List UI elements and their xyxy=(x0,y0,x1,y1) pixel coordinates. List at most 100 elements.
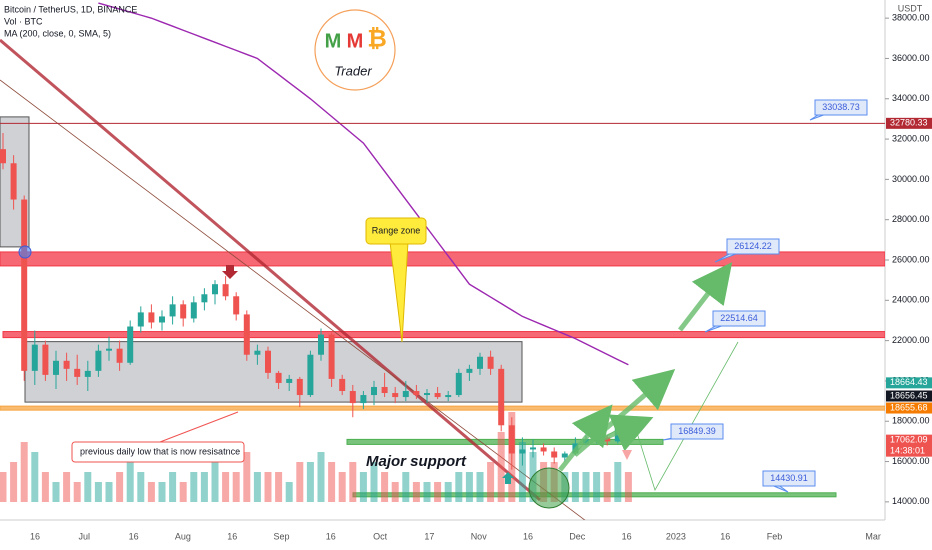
volume-bar xyxy=(275,472,283,502)
note-label: previous daily low that is now resisatnc… xyxy=(80,446,240,456)
volume-bar xyxy=(31,452,39,502)
x-tick-label: 17 xyxy=(424,531,434,541)
volume-bar xyxy=(381,472,389,502)
candle-body xyxy=(212,284,218,295)
candle-body xyxy=(392,393,399,398)
volume-bar xyxy=(211,462,219,502)
volume-bar xyxy=(582,472,590,502)
annotation-box xyxy=(726,238,780,255)
annotation-label: 26124.22 xyxy=(734,241,772,251)
candle-body xyxy=(551,451,558,458)
volume-bar xyxy=(338,472,346,502)
annotation-box xyxy=(762,470,816,487)
volume-bar xyxy=(402,472,410,502)
zone xyxy=(0,251,885,267)
zone xyxy=(2,331,885,339)
x-tick-label: Feb xyxy=(767,531,783,541)
support-label: Major support xyxy=(366,453,467,470)
candle-body xyxy=(434,393,441,398)
currency: USDT xyxy=(898,3,923,13)
price-tag xyxy=(886,402,932,414)
volume-bar xyxy=(285,482,293,502)
candle-body xyxy=(519,449,526,454)
y-tick-label: 34000.00 xyxy=(892,93,930,103)
zone xyxy=(346,438,664,445)
volume-bar xyxy=(476,472,484,502)
candle-body xyxy=(21,199,28,371)
candle-body xyxy=(31,344,38,371)
candle-body xyxy=(254,350,261,355)
volume-bar xyxy=(190,472,198,502)
volume-bar xyxy=(63,472,71,502)
plot xyxy=(0,2,885,520)
volume-bar xyxy=(264,472,272,502)
candle-body xyxy=(53,360,59,375)
trend-line xyxy=(0,38,541,502)
candle-body xyxy=(116,348,123,363)
volume-bar xyxy=(20,442,28,502)
arrow xyxy=(678,262,733,332)
candle-body xyxy=(477,356,483,369)
candle-body xyxy=(455,372,462,396)
candle-body xyxy=(243,314,250,355)
volume-bar xyxy=(349,462,357,502)
candle-body xyxy=(371,386,377,396)
volume-bar xyxy=(0,472,7,502)
x-tick-label: 16 xyxy=(129,531,139,541)
candle-body xyxy=(127,326,134,363)
x-tick-label: 16 xyxy=(30,531,40,541)
volume-bar xyxy=(147,482,155,502)
price-tag-label: 18664.43 xyxy=(890,377,928,387)
volume-bar xyxy=(624,472,632,502)
volume-bar xyxy=(126,462,134,502)
ma-line xyxy=(98,2,629,366)
volume-bar xyxy=(614,462,622,502)
candle-body xyxy=(0,149,6,164)
y-tick-label: 28000.00 xyxy=(892,214,930,224)
volume-bar xyxy=(487,462,495,502)
x-tick-label: 16 xyxy=(227,531,237,541)
x-tick-label: Aug xyxy=(175,531,191,541)
price-tag xyxy=(886,377,932,389)
x-tick-label: Oct xyxy=(373,531,388,541)
x-tick-label: 16 xyxy=(326,531,336,541)
candle-body xyxy=(95,350,102,371)
annotation-label: 16849.39 xyxy=(678,426,716,436)
y-tick-label: 24000.00 xyxy=(892,295,930,305)
candle-body xyxy=(445,395,452,398)
volume-bar xyxy=(571,472,579,502)
volume-bar xyxy=(222,472,230,502)
annotation-label: 14430.91 xyxy=(770,473,808,483)
logo-ring xyxy=(314,9,396,91)
candle-body xyxy=(201,294,208,303)
volume-bar xyxy=(200,472,208,502)
volume-bar xyxy=(412,482,420,502)
candle-body xyxy=(498,368,505,426)
zone xyxy=(0,405,885,411)
volume-bar xyxy=(603,472,611,502)
logo-letter: M xyxy=(347,30,364,52)
volume-bar xyxy=(465,472,473,502)
candle-body xyxy=(487,356,494,369)
logo-letter: ₿ xyxy=(367,25,387,52)
volume-bar xyxy=(391,482,399,502)
range-box xyxy=(24,341,523,403)
annotation-box xyxy=(814,99,868,116)
candle-body xyxy=(307,354,314,396)
note-box xyxy=(71,441,245,463)
candle-body xyxy=(402,391,409,398)
volume-bar xyxy=(105,482,113,502)
y-tick-label: 14000.00 xyxy=(892,496,930,506)
volume-bar xyxy=(455,472,463,502)
candle-body xyxy=(540,447,547,452)
marker xyxy=(222,265,238,279)
candle-body xyxy=(265,350,271,373)
volume-bar xyxy=(306,462,314,502)
candle-body xyxy=(74,368,81,377)
x-tick-label: 16 xyxy=(720,531,730,541)
candle-body xyxy=(413,391,420,396)
annotation-box xyxy=(712,310,766,327)
price-tag-label: 17062.09 xyxy=(890,435,928,445)
note-pointer xyxy=(159,411,239,443)
arrow xyxy=(599,414,654,452)
